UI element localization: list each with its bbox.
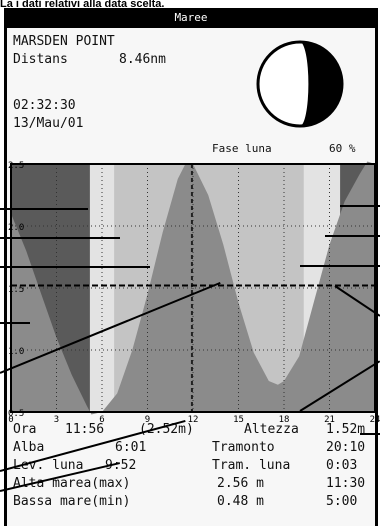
y-tick-label: 0.5	[8, 409, 24, 419]
moon-phase-label: Fase luna	[212, 142, 272, 155]
callout-leader-line	[360, 433, 380, 435]
distance-label: Distans	[13, 52, 68, 67]
moon-phase-icon	[256, 40, 344, 128]
current-time: 02:32:30	[13, 98, 76, 113]
callout-leader-line	[340, 205, 380, 207]
tide-chart: 2.5 2.0 1.5 1.0 0.50 3 6 9 12 15 18 21 24	[8, 161, 380, 422]
x-tick-label: 24	[370, 415, 380, 422]
x-tick-label: 9	[145, 415, 150, 422]
moon-phase-value: 60 %	[329, 142, 356, 155]
callout-leader-line	[325, 235, 380, 237]
alba-value: 6:01	[115, 440, 147, 455]
alba-label: Alba	[13, 440, 45, 455]
callout-leader-line	[0, 322, 30, 324]
high-tide-time: 11:30	[326, 476, 366, 491]
distance-value: 8.46nm	[119, 52, 166, 67]
x-tick-label: 18	[279, 415, 290, 422]
x-tick-label: 6	[99, 415, 104, 422]
tramonto-label: Tramonto	[212, 440, 275, 455]
x-tick-label: 12	[188, 415, 199, 422]
ora-value: 11:56	[65, 422, 105, 437]
chart-frame	[10, 163, 376, 413]
high-tide-height: 2.56 m	[217, 476, 264, 491]
current-date: 13/Mau/01	[13, 116, 84, 131]
moon-shadow	[300, 42, 342, 126]
moonset-label: Tram. luna	[212, 458, 291, 473]
x-tick-label: 15	[233, 415, 244, 422]
y-tick-label: 2.0	[8, 223, 24, 233]
y-tick-label: 2.5	[8, 161, 24, 171]
tide-app-window: Maree MARSDEN POINT Distans 8.46nm 02:32…	[4, 8, 380, 526]
location-name: MARSDEN POINT	[13, 34, 115, 49]
callout-leader-line	[0, 208, 88, 210]
y-tick-label: 1.5	[8, 285, 24, 295]
tramonto-value: 20:10	[326, 440, 366, 455]
x-tick-label: 0	[8, 415, 13, 422]
x-tick-label: 3	[54, 415, 59, 422]
low-tide-label: Bassa mare(min)	[13, 494, 131, 509]
y-tick-label: 1.0	[8, 347, 24, 357]
callout-leader-line	[300, 265, 380, 267]
ora-height: (2.52m)	[139, 422, 194, 437]
moonrise-value: 9:52	[105, 458, 137, 473]
altezza-value: 1.52m	[326, 422, 366, 437]
x-tick-label: 21	[324, 415, 335, 422]
low-tide-time: 5:00	[326, 494, 358, 509]
altezza-label: Altezza	[244, 422, 299, 437]
callout-leader-line	[0, 266, 150, 268]
window-title: Maree	[7, 8, 375, 28]
page-caption: La i dati relativi alla data scelta.	[0, 0, 165, 8]
ora-label: Ora	[13, 422, 37, 437]
low-tide-height: 0.48 m	[217, 494, 264, 509]
callout-leader-line	[0, 237, 120, 239]
moonset-value: 0:03	[326, 458, 358, 473]
